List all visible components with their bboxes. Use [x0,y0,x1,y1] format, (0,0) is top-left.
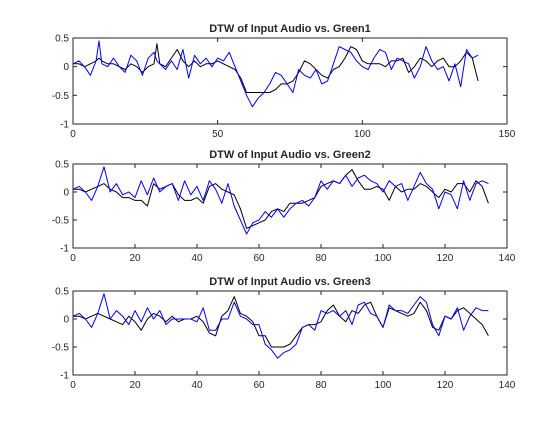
chart-title: DTW of Input Audio vs. Green2 [209,149,371,161]
subplot-3: DTW of Input Audio vs. Green3 0 20 40 60 80 10… [52,276,516,391]
axes-frame [72,163,508,249]
x-tick-label: 140 [499,253,516,264]
x-tick-label: 100 [354,129,371,140]
y-tick-label: -0.5 [52,343,70,354]
axes-frame [72,290,508,376]
y-tick-label: 0.5 [55,287,69,298]
y-tick-label: 0.5 [55,34,69,45]
x-tick-label: 20 [129,253,141,264]
x-tick-label: 0 [70,253,76,264]
x-tick-label: 100 [375,380,392,391]
series-line-2 [72,293,489,359]
y-tick-label: -0.5 [52,91,70,102]
axes-frame [72,37,508,125]
x-tick-label: 0 [70,129,76,140]
series-line-1 [73,296,489,348]
x-tick-label: 120 [437,253,454,264]
series-line-1 [73,43,479,93]
y-tick-label: 0 [63,315,69,326]
x-tick-label: 0 [70,380,76,391]
x-tick-label: 20 [129,380,141,391]
x-tick-label: 150 [499,129,516,140]
y-tick-label: 0 [63,188,69,199]
x-tick-label: 40 [191,253,203,264]
x-tick-label: 120 [437,380,454,391]
y-tick-label: -1 [60,371,69,382]
y-tick-label: -0.5 [52,216,70,227]
x-tick-label: 80 [315,253,327,264]
x-tick-label: 80 [315,380,327,391]
x-tick-label: 60 [253,380,265,391]
subplot-1: DTW of Input Audio vs. Green1 0 50 100 150 -1… [52,23,516,140]
y-tick-label: -1 [60,244,69,255]
series-line-2 [72,40,479,108]
y-tick-label: 0.5 [55,160,69,171]
subplot-2: DTW of Input Audio vs. Green2 0 20 40 60 80 10… [52,149,516,264]
x-tick-label: 40 [191,380,203,391]
chart-title: DTW of Input Audio vs. Green3 [209,276,371,288]
y-tick-label: -1 [60,120,69,131]
series-line-1 [73,169,489,229]
x-tick-label: 140 [499,380,516,391]
x-tick-label: 100 [375,253,392,264]
x-tick-label: 50 [212,129,224,140]
y-tick-label: 0 [63,62,69,73]
chart-title: DTW of Input Audio vs. Green1 [209,23,371,35]
x-tick-label: 60 [253,253,265,264]
series-line-2 [72,166,489,235]
